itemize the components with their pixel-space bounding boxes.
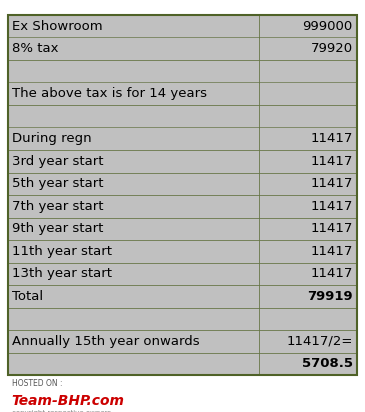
Bar [8,240,258,262]
Bar [258,195,357,218]
Bar [8,37,258,60]
Bar [258,37,357,60]
Bar [8,307,258,330]
Bar [8,218,258,240]
Text: During regn: During regn [12,132,92,145]
Text: HOSTED ON :: HOSTED ON : [12,379,62,388]
Text: 7th year start: 7th year start [12,200,104,213]
Text: 999000: 999000 [302,20,353,33]
Bar [8,285,258,307]
Bar [258,285,357,307]
Bar [8,60,258,82]
Text: 5708.5: 5708.5 [301,357,353,370]
Text: Ex Showroom: Ex Showroom [12,20,103,33]
Bar [8,15,258,37]
Bar [258,330,357,353]
Bar [258,307,357,330]
Text: 11417: 11417 [310,267,353,280]
Text: 11417: 11417 [310,132,353,145]
Text: 8% tax: 8% tax [12,42,59,55]
Text: 11417/2=: 11417/2= [286,335,353,348]
Text: Annually 15th year onwards: Annually 15th year onwards [12,335,200,348]
Bar [8,195,258,218]
Bar [258,127,357,150]
Text: 11417: 11417 [310,200,353,213]
Text: copyright respective owners: copyright respective owners [12,410,111,412]
Bar [258,240,357,262]
Text: 11417: 11417 [310,177,353,190]
Text: 11417: 11417 [310,245,353,258]
Text: 11417: 11417 [310,222,353,235]
Text: 13th year start: 13th year start [12,267,112,280]
Bar [8,82,258,105]
Text: 9th year start: 9th year start [12,222,104,235]
Bar [258,353,357,375]
Bar [8,127,258,150]
Bar [8,330,258,353]
Bar [8,173,258,195]
Bar [258,82,357,105]
Bar [8,105,258,127]
Bar [258,262,357,285]
Bar [258,173,357,195]
Text: The above tax is for 14 years: The above tax is for 14 years [12,87,207,100]
Text: 3rd year start: 3rd year start [12,155,104,168]
Bar [258,15,357,37]
Text: 79919: 79919 [307,290,353,303]
Text: 11417: 11417 [310,155,353,168]
Bar [8,15,357,375]
Bar [258,105,357,127]
Bar [8,150,258,173]
Text: Team-BHP.com: Team-BHP.com [12,393,125,407]
Bar [258,218,357,240]
Bar [258,60,357,82]
Text: 79920: 79920 [311,42,353,55]
Bar [8,353,258,375]
Bar [258,150,357,173]
Text: 11th year start: 11th year start [12,245,112,258]
Text: 5th year start: 5th year start [12,177,104,190]
Bar [8,262,258,285]
Text: Total: Total [12,290,43,303]
